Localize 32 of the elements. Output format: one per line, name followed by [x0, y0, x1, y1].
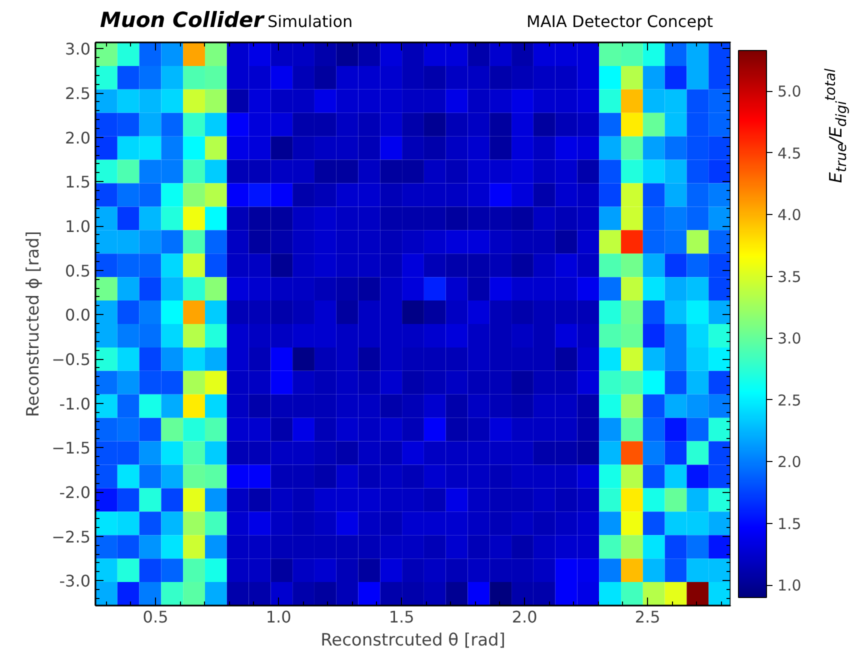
y-tick-label: 2.5	[65, 84, 91, 104]
color-bar-label: 3.5	[778, 268, 802, 286]
y-tick-label: −1.5	[52, 438, 91, 458]
y-tick-label: -2.0	[59, 483, 90, 502]
y-tick-label: -3.0	[59, 572, 90, 591]
y-tick-label: 3.0	[65, 40, 91, 59]
color-bar-label: 3.0	[778, 330, 802, 348]
text: MAIA Detector Concept	[526, 11, 713, 33]
color-bar-label: 1.5	[778, 514, 802, 533]
color-bar-label: 2.5	[778, 391, 802, 410]
x-tick-label: 2.5	[634, 608, 660, 626]
color-bar-label: 1.0	[778, 576, 802, 595]
x-tick-label: 1.0	[266, 608, 292, 626]
y-tick-label: −2.5	[52, 527, 91, 546]
color-bar-label: 5.0	[778, 82, 802, 101]
color-bar-label: 4.5	[778, 144, 802, 162]
y-tick-label: -1.0	[59, 394, 90, 414]
x-tick-label: 1.5	[388, 608, 414, 626]
y-tick-label: −0.5	[52, 350, 91, 370]
chart-subtitle: Simulation	[267, 12, 353, 31]
x-tick-label: 2.0	[512, 608, 538, 626]
y-tick-label: 1.5	[65, 172, 91, 192]
y-tick-label: 2.0	[65, 128, 91, 148]
y-tick-label: 0.5	[65, 261, 91, 280]
y-tick-label: 0.0	[65, 306, 91, 325]
color-bar-label: 2.0	[778, 453, 802, 472]
chart-title: Muon Collider	[100, 8, 264, 32]
x-tick-label: 0.5	[142, 608, 168, 626]
x-axis-title: Reconstrcuted θ [rad]	[320, 630, 506, 650]
y-axis-title: Reconstructed ϕ [rad]	[24, 230, 44, 418]
y-tick-label: 1.0	[65, 217, 91, 236]
color-bar-label: 4.0	[778, 206, 802, 224]
